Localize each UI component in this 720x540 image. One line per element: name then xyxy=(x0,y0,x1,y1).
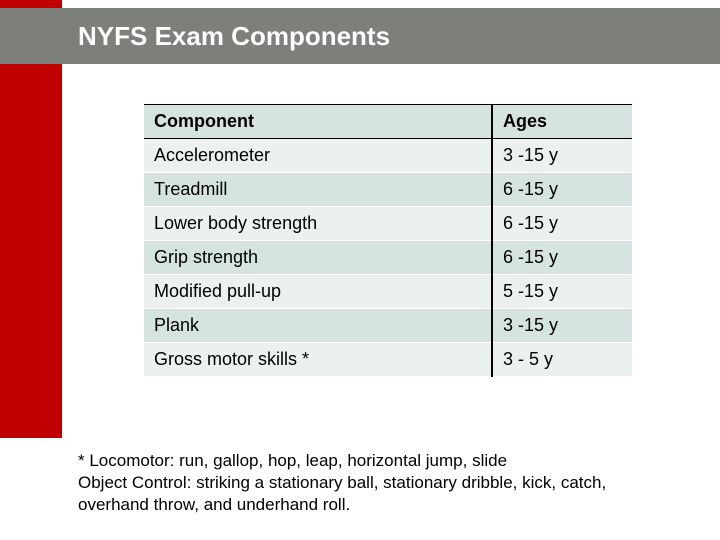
footnote-line2: Object Control: striking a stationary ba… xyxy=(78,473,606,514)
table-header-row: Component Ages xyxy=(144,105,632,139)
cell-component: Plank xyxy=(144,309,492,343)
table-row: Grip strength 6 -15 y xyxy=(144,241,632,275)
cell-ages: 3 - 5 y xyxy=(492,343,632,377)
cell-ages: 6 -15 y xyxy=(492,207,632,241)
cell-ages: 6 -15 y xyxy=(492,241,632,275)
cell-ages: 6 -15 y xyxy=(492,173,632,207)
table: Component Ages Accelerometer 3 -15 y Tre… xyxy=(144,104,632,377)
cell-component: Gross motor skills * xyxy=(144,343,492,377)
cell-component: Grip strength xyxy=(144,241,492,275)
cell-ages: 3 -15 y xyxy=(492,139,632,173)
table-row: Gross motor skills * 3 - 5 y xyxy=(144,343,632,377)
footnote: * Locomotor: run, gallop, hop, leap, hor… xyxy=(78,450,658,516)
footnote-line1: * Locomotor: run, gallop, hop, leap, hor… xyxy=(78,451,507,470)
col-header-ages: Ages xyxy=(492,105,632,139)
red-sidebar xyxy=(0,0,62,438)
table-row: Lower body strength 6 -15 y xyxy=(144,207,632,241)
components-table: Component Ages Accelerometer 3 -15 y Tre… xyxy=(144,104,632,377)
col-header-component: Component xyxy=(144,105,492,139)
table-row: Modified pull-up 5 -15 y xyxy=(144,275,632,309)
page-title: NYFS Exam Components xyxy=(78,21,390,52)
cell-component: Lower body strength xyxy=(144,207,492,241)
cell-ages: 5 -15 y xyxy=(492,275,632,309)
cell-component: Accelerometer xyxy=(144,139,492,173)
cell-component: Treadmill xyxy=(144,173,492,207)
cell-component: Modified pull-up xyxy=(144,275,492,309)
table-row: Treadmill 6 -15 y xyxy=(144,173,632,207)
cell-ages: 3 -15 y xyxy=(492,309,632,343)
table-row: Plank 3 -15 y xyxy=(144,309,632,343)
table-row: Accelerometer 3 -15 y xyxy=(144,139,632,173)
header-bar: NYFS Exam Components xyxy=(0,8,720,64)
